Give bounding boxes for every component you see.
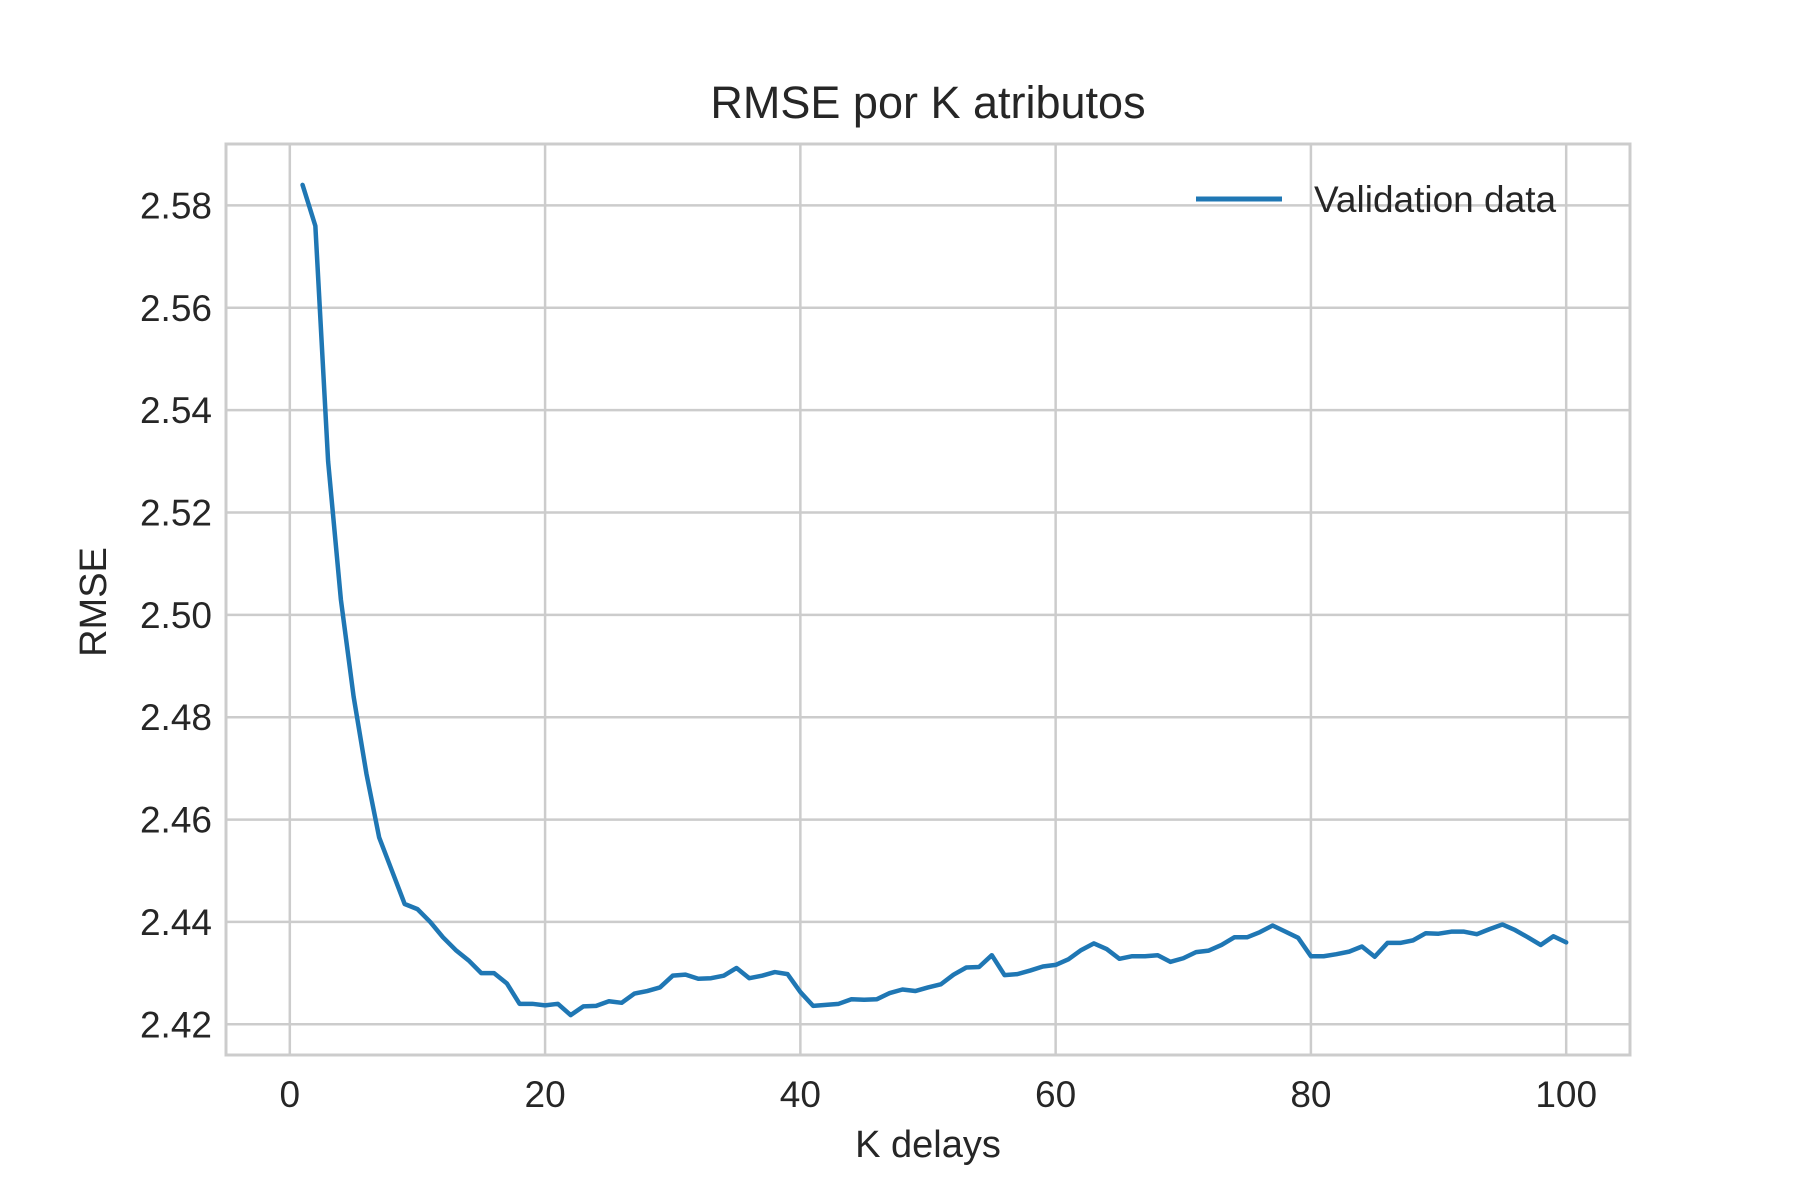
y-tick-label: 2.54 <box>140 390 212 431</box>
y-tick-label: 2.56 <box>140 288 212 329</box>
legend-label: Validation data <box>1314 179 1556 220</box>
legend: Validation data <box>1196 179 1556 220</box>
chart-title: RMSE por K atributos <box>710 77 1145 128</box>
y-tick-label: 2.44 <box>140 902 212 943</box>
y-axis-label: RMSE <box>73 547 115 657</box>
y-tick-labels: 2.42 2.44 2.46 2.48 2.50 2.52 2.54 2.56 2.58 <box>140 185 212 1045</box>
y-tick-label: 2.50 <box>140 595 212 636</box>
y-tick-label: 2.52 <box>140 492 212 533</box>
x-tick-labels: 0 20 40 60 80 100 <box>280 1074 1598 1115</box>
y-tick-label: 2.46 <box>140 800 212 841</box>
x-tick-label: 40 <box>780 1074 821 1115</box>
plot-frame <box>224 142 1632 1057</box>
x-tick-label: 60 <box>1035 1074 1076 1115</box>
x-tick-label: 100 <box>1535 1074 1597 1115</box>
x-tick-label: 0 <box>280 1074 301 1115</box>
plot-area <box>226 144 1630 1055</box>
y-gridlines <box>226 204 1630 1026</box>
x-tick-label: 20 <box>525 1074 566 1115</box>
x-tick-label: 80 <box>1290 1074 1331 1115</box>
y-tick-label: 2.42 <box>140 1004 212 1045</box>
series-line-validation-data <box>300 182 1569 1018</box>
y-tick-label: 2.48 <box>140 697 212 738</box>
y-tick-label: 2.58 <box>140 185 212 226</box>
x-axis-label: K delays <box>855 1124 1001 1166</box>
series-layer <box>300 182 1569 1018</box>
x-gridlines <box>288 144 1568 1055</box>
